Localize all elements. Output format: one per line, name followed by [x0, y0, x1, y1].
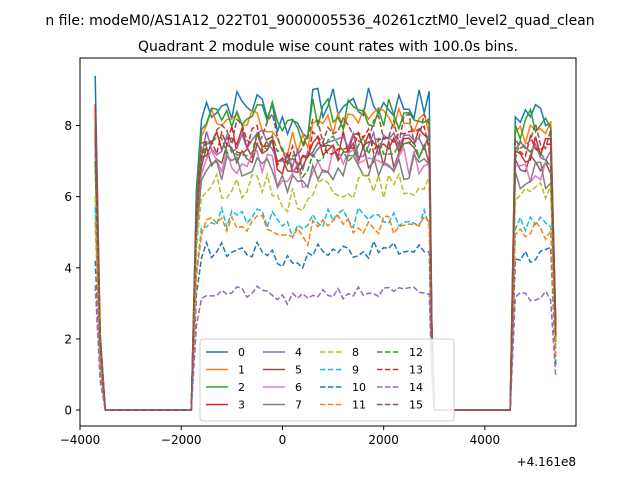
y-tick-label: 8	[64, 119, 72, 133]
legend-entry-6: 6	[263, 381, 302, 394]
y-tick-label: 6	[64, 190, 72, 204]
legend-label: 6	[295, 381, 302, 394]
legend-box	[199, 338, 455, 422]
legend-entry-11: 11	[320, 399, 366, 412]
legend-entry-14: 14	[377, 381, 423, 394]
x-axis: −4000 −2000 0 2000 4000	[60, 426, 500, 447]
axes-frame	[79, 57, 577, 427]
legend-label: 7	[295, 399, 302, 412]
legend-label: 2	[238, 381, 245, 394]
x-tick-label: 0	[279, 433, 287, 447]
x-offset-label: +4.161e8	[517, 455, 576, 469]
legend-entry-10: 10	[320, 381, 366, 394]
legend-label: 5	[295, 364, 302, 377]
y-tick-label: 4	[64, 261, 72, 275]
chart-title: Quadrant 2 module wise count rates with …	[138, 39, 518, 55]
x-tick-label: 2000	[368, 433, 399, 447]
series-line-8	[94, 171, 557, 411]
legend-entry-12: 12	[377, 346, 423, 359]
legend-entry-4: 4	[263, 346, 302, 359]
legend-entry-9: 9	[320, 364, 359, 377]
legend-label: 0	[238, 346, 245, 359]
legend-entry-15: 15	[377, 399, 423, 412]
legend-label: 4	[295, 346, 302, 359]
legend-label: 13	[409, 364, 423, 377]
figure-suptitle: n file: modeM0/AS1A12_022T01_9000005536_…	[45, 13, 594, 29]
legend-entry-7: 7	[263, 399, 302, 412]
legend-entry-8: 8	[320, 346, 359, 359]
x-tick-label: 4000	[470, 433, 501, 447]
legend-label: 14	[409, 381, 423, 394]
y-axis: 0 2 4 6 8	[64, 119, 80, 418]
legend-entry-13: 13	[377, 364, 423, 377]
legend-entry-0: 0	[206, 346, 245, 359]
legend-label: 3	[238, 399, 245, 412]
legend-entry-3: 3	[206, 399, 245, 412]
legend-entry-1: 1	[206, 364, 245, 377]
legend-entry-2: 2	[206, 381, 245, 394]
x-tick-label: −4000	[60, 433, 101, 447]
legend-label: 8	[352, 346, 359, 359]
x-tick-label: −2000	[161, 433, 202, 447]
legend-label: 1	[238, 364, 245, 377]
legend-label: 10	[352, 381, 366, 394]
legend-label: 15	[409, 399, 423, 412]
y-tick-label: 2	[64, 332, 72, 346]
legend-label: 12	[409, 346, 423, 359]
legend-label: 11	[352, 399, 366, 412]
legend-entry-5: 5	[263, 364, 302, 377]
legend-label: 9	[352, 364, 359, 377]
series-line-13	[94, 124, 557, 411]
y-tick-label: 0	[64, 404, 72, 418]
